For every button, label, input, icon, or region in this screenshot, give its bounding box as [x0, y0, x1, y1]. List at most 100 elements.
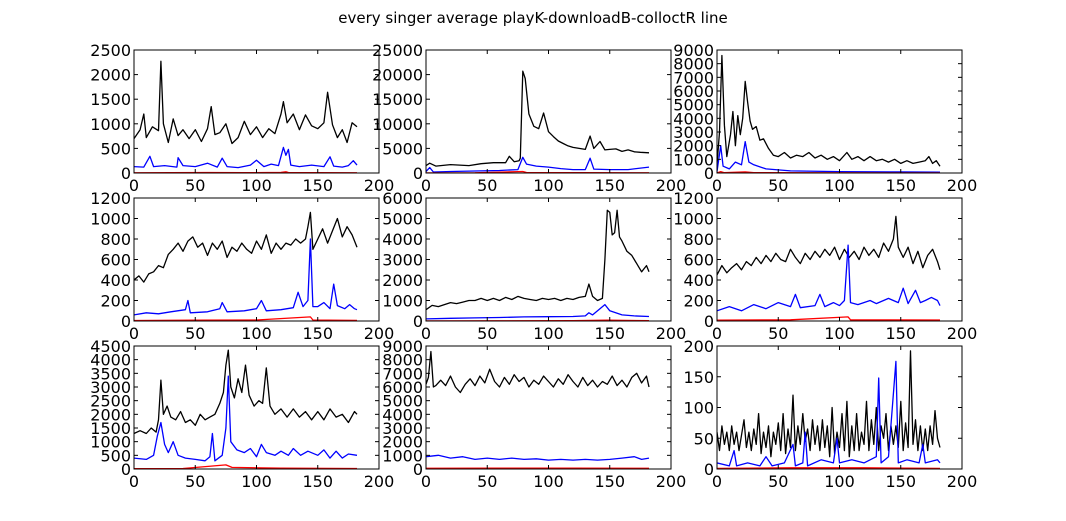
x-tick-label: 150 [594, 324, 625, 343]
y-tick-label: 7000 [673, 68, 714, 87]
axes-frame [425, 49, 672, 174]
plot-area [717, 215, 941, 321]
x-tick-label: 50 [768, 176, 788, 195]
x-tick-label: 100 [824, 176, 855, 195]
y-tick-label: 0 [413, 460, 423, 479]
x-tick-label: 200 [947, 324, 978, 343]
x-tick-label: 200 [656, 324, 687, 343]
x-tick-label: 0 [421, 472, 431, 491]
x-tick-label: 50 [768, 324, 788, 343]
x-tick-label: 0 [712, 472, 722, 491]
axes-frame [133, 197, 380, 322]
x-tick-label: 100 [533, 324, 564, 343]
y-tick-label: 2000 [382, 433, 423, 452]
subplot-2: 0 50 100 150 200 0 5000 10000 15000 20000 25000 [372, 41, 686, 195]
y-tick-label: 1200 [673, 189, 714, 208]
x-tick-label: 150 [302, 324, 333, 343]
y-tick-label: 20000 [372, 66, 423, 85]
series-line-download [426, 303, 650, 320]
y-tick-label: 3000 [90, 378, 131, 397]
y-tick-label: 0 [413, 164, 423, 183]
y-tick-label: 4000 [673, 109, 714, 128]
x-tick-label: 200 [364, 176, 395, 195]
y-tick-label: 9000 [673, 41, 714, 60]
y-tick-label: 150 [683, 368, 714, 387]
x-tick-label: 0 [712, 176, 722, 195]
y-tick-label: 6000 [382, 189, 423, 208]
series-line-download [134, 146, 358, 169]
plot-area [134, 211, 358, 321]
x-tick-label: 150 [302, 176, 333, 195]
plot-area [717, 350, 941, 469]
series-line-download [134, 238, 358, 316]
x-tick-label: 50 [477, 472, 497, 491]
y-tick-label: 1000 [90, 210, 131, 229]
x-tick-label: 0 [712, 324, 722, 343]
y-tick-label: 8000 [382, 351, 423, 370]
y-tick-label: 2500 [90, 41, 131, 60]
y-tick-label: 6000 [673, 82, 714, 101]
y-tick-label: 0 [704, 312, 714, 331]
series-line-collect [717, 316, 941, 321]
plot-area [426, 350, 650, 469]
y-tick-label: 0 [704, 164, 714, 183]
y-tick-label: 3500 [90, 364, 131, 383]
y-tick-label: 15000 [372, 90, 423, 109]
x-tick-label: 100 [241, 472, 272, 491]
y-tick-label: 0 [121, 164, 131, 183]
subplot-7: 0 50 100 150 2000500100015002000250030003500… [90, 337, 394, 491]
series-line-play [134, 211, 358, 283]
x-tick-label: 150 [885, 472, 916, 491]
y-tick-label: 0 [121, 312, 131, 331]
plot-area [717, 54, 941, 173]
series-line-download [426, 454, 650, 461]
y-tick-label: 100 [683, 399, 714, 418]
x-tick-label: 200 [656, 176, 687, 195]
y-tick-label: 4000 [382, 230, 423, 249]
y-tick-label: 1000 [90, 433, 131, 452]
series-line-download [717, 360, 941, 467]
y-tick-label: 1000 [673, 150, 714, 169]
y-tick-label: 1500 [90, 419, 131, 438]
y-tick-label: 600 [683, 251, 714, 270]
y-tick-label: 2000 [90, 405, 131, 424]
series-line-play [134, 60, 358, 145]
y-tick-label: 50 [694, 429, 714, 448]
x-tick-label: 200 [364, 472, 395, 491]
axes-frame [425, 345, 672, 470]
x-tick-label: 0 [421, 324, 431, 343]
x-tick-label: 50 [768, 472, 788, 491]
x-tick-label: 100 [824, 324, 855, 343]
x-tick-label: 150 [885, 176, 916, 195]
series-line-download [717, 140, 941, 173]
axes-frame [716, 49, 963, 174]
series-line-collect [134, 316, 358, 321]
series-line-download [134, 375, 358, 462]
x-tick-label: 100 [533, 472, 564, 491]
subplot-8: 0 50 100 150 2000100020003000400050006000700… [382, 337, 686, 491]
x-tick-label: 0 [129, 176, 139, 195]
x-tick-label: 200 [656, 472, 687, 491]
y-tick-label: 2000 [90, 66, 131, 85]
x-tick-label: 150 [885, 324, 916, 343]
y-tick-label: 400 [683, 271, 714, 290]
y-tick-label: 200 [683, 292, 714, 311]
x-tick-label: 200 [364, 324, 395, 343]
series-line-play [717, 54, 941, 167]
series-line-play [134, 349, 358, 435]
x-tick-label: 50 [185, 472, 205, 491]
series-line-play [426, 70, 650, 167]
y-tick-label: 1000 [382, 446, 423, 465]
y-tick-label: 200 [683, 337, 714, 356]
series-line-play [426, 209, 650, 311]
y-tick-label: 4000 [90, 351, 131, 370]
y-tick-label: 2500 [90, 392, 131, 411]
y-tick-label: 200 [100, 292, 131, 311]
series-line-download [426, 156, 650, 173]
x-tick-label: 50 [477, 324, 497, 343]
plot-area [426, 70, 650, 173]
